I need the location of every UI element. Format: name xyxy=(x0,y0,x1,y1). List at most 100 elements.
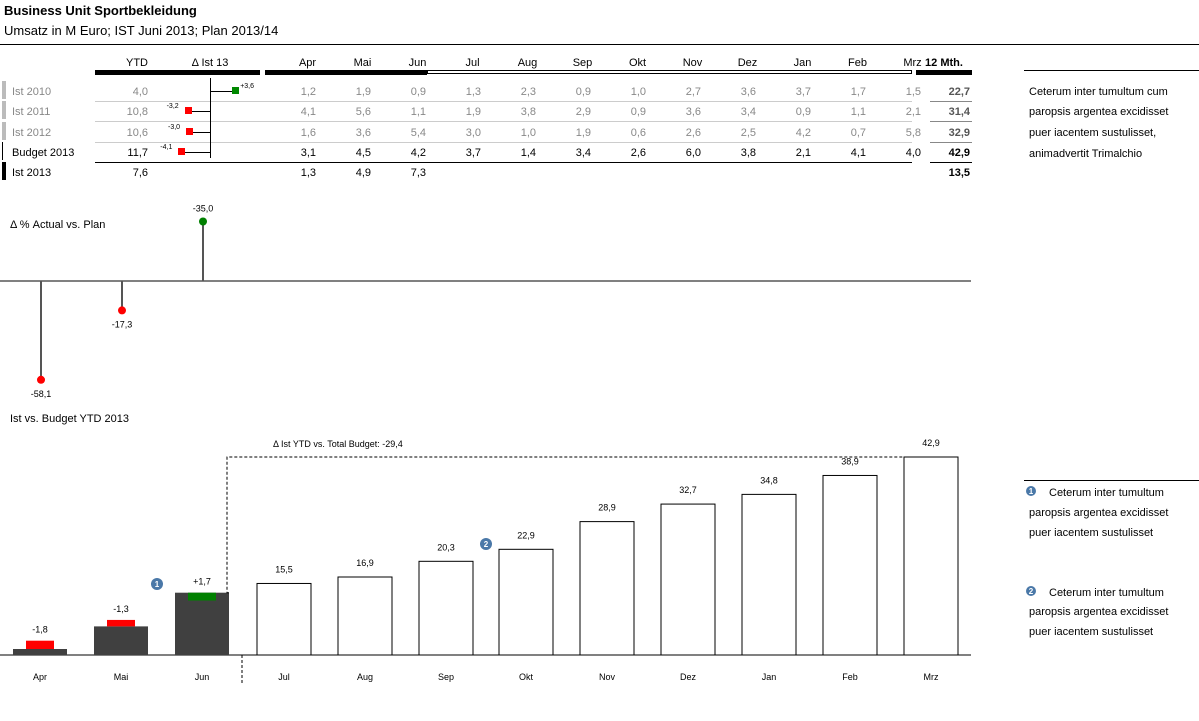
note-top-line-1: Ceterum inter tumultum cum xyxy=(1029,86,1168,98)
bar-actual xyxy=(94,626,148,655)
col-month-header-mai: Mai xyxy=(353,57,372,69)
row-divider xyxy=(95,101,912,102)
bar-value-label: 42,9 xyxy=(922,438,940,448)
bar-budget xyxy=(337,576,393,656)
delta-marker xyxy=(186,128,193,135)
delta-stem xyxy=(181,152,210,153)
row-month-value: 0,9 xyxy=(410,86,426,98)
note2-line-2: paropsis argentea excidisset xyxy=(1029,606,1169,618)
row-ytd: 11,7 xyxy=(127,147,148,159)
bar-value-label: 15,5 xyxy=(275,564,293,574)
bar-value-label: +1,7 xyxy=(193,577,211,587)
note2-badge: 2 xyxy=(1026,586,1036,596)
row-month-value: 2,9 xyxy=(575,106,591,118)
chart-badge-number: 2 xyxy=(484,540,489,549)
row-month-value: 0,7 xyxy=(850,127,866,139)
row-month-value: 1,1 xyxy=(410,106,426,118)
row-month-value: 3,4 xyxy=(740,106,756,118)
bar-title: Ist vs. Budget YTD 2013 xyxy=(10,413,129,425)
row-ytd: 7,6 xyxy=(132,167,148,179)
row-month-value: 4,1 xyxy=(850,147,866,159)
delta-label: -3,2 xyxy=(166,103,179,110)
row-month-value: 2,5 xyxy=(740,127,756,139)
note1-badge: 1 xyxy=(1026,486,1036,496)
lollipop-dot xyxy=(118,306,126,315)
bar-budget xyxy=(822,474,878,656)
bar-category-label: Mai xyxy=(114,672,129,682)
row-month-value: 4,2 xyxy=(795,127,811,139)
row-month-value: 4,0 xyxy=(905,147,921,159)
bar-budget xyxy=(903,456,959,656)
delta-stem xyxy=(189,132,210,133)
row-month-value: 3,1 xyxy=(300,147,316,159)
bar-category-label: Feb xyxy=(842,672,858,682)
row-month-value: 5,4 xyxy=(410,127,426,139)
col-month-header-jan: Jan xyxy=(793,57,812,69)
row-month-value: 4,9 xyxy=(355,167,371,179)
lollipop-title: Δ % Actual vs. Plan xyxy=(10,219,105,231)
row-month-value: 1,0 xyxy=(520,127,536,139)
note-top-line-3: puer iacentem sustulisset, xyxy=(1029,127,1157,139)
col-delta-header: Δ Ist 13 xyxy=(191,57,229,69)
note1-line-3: puer iacentem sustulisset xyxy=(1029,527,1154,539)
chart-badge-1 xyxy=(151,578,163,590)
bar-value-label: 28,9 xyxy=(598,503,616,513)
row-month-value: 5,6 xyxy=(355,106,371,118)
chart-badge-number: 1 xyxy=(155,580,160,589)
row-label: Ist 2012 xyxy=(12,127,52,139)
notes-bottom-line xyxy=(1024,480,1199,481)
row-month-value: 2,6 xyxy=(685,127,701,139)
bar-category-label: Nov xyxy=(599,672,616,682)
bar-actual xyxy=(175,592,229,655)
row-ytd: 10,8 xyxy=(126,106,148,118)
row-month-value: 1,9 xyxy=(355,86,371,98)
bar-category-label: Jun xyxy=(195,672,210,682)
bar-value-label: 32,7 xyxy=(679,485,697,495)
row-month-value: 2,3 xyxy=(520,86,536,98)
lollipop-label: -58,1 xyxy=(31,389,52,399)
row-month-value: 3,0 xyxy=(465,127,481,139)
row-month-value: 4,1 xyxy=(300,106,316,118)
row-ytd: 4,0 xyxy=(132,86,148,98)
row-month-value: 3,8 xyxy=(740,147,756,159)
row-divider xyxy=(95,142,912,143)
row-label: Ist 2011 xyxy=(12,106,51,118)
bar-variance xyxy=(107,619,135,627)
col-month-header-sep: Sep xyxy=(572,57,593,69)
lollipop-dot xyxy=(199,217,207,226)
row-marker xyxy=(2,122,6,140)
header-bar-actual-months xyxy=(265,70,427,75)
bar-category-label: Dez xyxy=(680,672,697,682)
row-month-value: 4,2 xyxy=(410,147,426,159)
bar-variance xyxy=(188,592,216,601)
bar-category-label: Sep xyxy=(438,672,454,682)
note1-badge-number: 1 xyxy=(1029,487,1034,496)
row-month-value: 1,0 xyxy=(630,86,646,98)
row-month-value: 1,9 xyxy=(575,127,591,139)
row-month-value: 3,7 xyxy=(465,147,481,159)
row-total: 22,7 xyxy=(948,86,970,98)
bar-category-label: Okt xyxy=(519,672,534,682)
bar-value-label: -1,8 xyxy=(32,625,48,635)
note-top-line-4: animadvertit Trimalchio xyxy=(1029,148,1143,160)
row-month-value: 1,2 xyxy=(300,86,316,98)
row-month-value: 3,4 xyxy=(575,147,591,159)
row-total: 31,4 xyxy=(948,106,970,118)
bar-category-label: Aug xyxy=(357,672,373,682)
row-month-value: 5,8 xyxy=(905,127,921,139)
notes-top-line xyxy=(1024,70,1199,71)
header-bar-ytd xyxy=(95,70,260,75)
delta-label: -3,0 xyxy=(168,124,181,131)
row-month-value: 1,6 xyxy=(300,127,316,139)
delta-marker xyxy=(184,107,192,114)
row-month-value: 1,5 xyxy=(905,86,921,98)
row-label: Ist 2010 xyxy=(12,86,52,98)
header-bar-forecast-months xyxy=(427,70,912,74)
header-bar-total xyxy=(916,70,972,75)
row-marker xyxy=(2,81,6,99)
bar-category-label: Apr xyxy=(33,672,47,682)
bar-category-label: Jul xyxy=(278,672,290,682)
row-marker xyxy=(2,101,6,119)
lollipop-label: -35,0 xyxy=(193,204,214,214)
bar-category-label: Jan xyxy=(762,672,777,682)
